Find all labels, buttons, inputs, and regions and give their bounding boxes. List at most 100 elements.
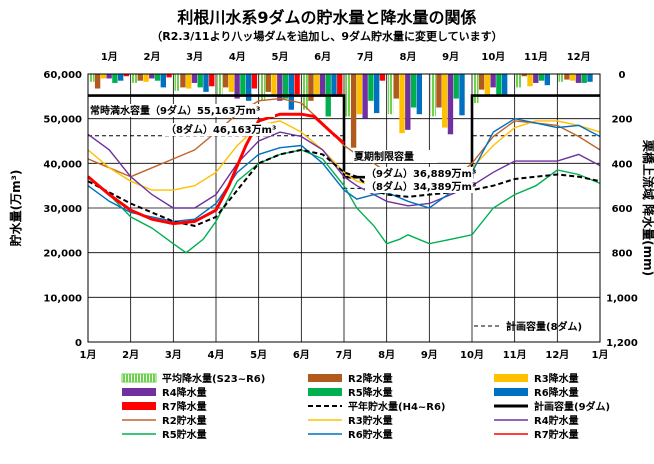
- x-bottom-tick-label: 1月: [592, 349, 609, 361]
- storage-line: [87, 117, 601, 223]
- legend-item: R5貯水量: [122, 428, 207, 441]
- x-bottom-tick-label: 11月: [503, 349, 527, 361]
- legend-item: R4貯水量: [494, 414, 579, 427]
- legend-item: R3貯水量: [308, 414, 393, 427]
- precip-bar: [149, 74, 155, 79]
- legend-item: 平均降水量(S23~R6): [121, 372, 265, 385]
- legend-swatch: [122, 402, 156, 410]
- x-bottom-tick-label: 2月: [122, 349, 139, 361]
- annotation-bg: [353, 150, 437, 163]
- precip-bar: [379, 74, 386, 81]
- legend-item: R4降水量: [122, 386, 207, 399]
- legend-item: R7降水量: [122, 400, 207, 413]
- chart-title: 利根川水系9ダムの貯水量と降水量の関係: [177, 8, 477, 27]
- precip-bar: [350, 74, 357, 148]
- precip-bar: [416, 74, 423, 115]
- precip-bar: [521, 74, 527, 77]
- x-bottom-tick-label: 1月: [80, 349, 97, 361]
- x-top-tick-label: 12月: [567, 51, 591, 63]
- precip-bar: [410, 74, 417, 108]
- precip-bar: [197, 74, 203, 88]
- precip-bar: [436, 74, 442, 108]
- legend-label: R6降水量: [534, 386, 579, 399]
- precip-bar: [166, 74, 172, 78]
- precip-bar: [137, 74, 143, 81]
- legend-item: R7貯水量: [494, 428, 579, 441]
- legend-label: R4貯水量: [534, 414, 579, 427]
- precip-bar: [399, 74, 405, 134]
- x-bottom-tick-label: 10月: [460, 349, 484, 361]
- precip-bar: [490, 74, 496, 88]
- x-top-tick-label: 9月: [442, 51, 459, 63]
- precip-bar: [203, 74, 209, 92]
- y-right-tick-label: 200: [612, 115, 633, 126]
- x-top-tick-label: 6月: [314, 51, 331, 63]
- legend-label: R6貯水量: [348, 428, 393, 441]
- y-left-tick-label: 10,000: [43, 293, 82, 304]
- precip-bar: [362, 74, 368, 119]
- precip-bar: [180, 74, 186, 88]
- precip-bar: [294, 74, 300, 95]
- y-left-tick-label: 20,000: [43, 249, 82, 260]
- precip-bar: [368, 74, 374, 101]
- precip-bar: [345, 74, 351, 117]
- precip-bar: [117, 74, 124, 81]
- legend-label: R2貯水量: [162, 414, 207, 427]
- legend-swatch: [494, 374, 528, 382]
- precip-bar: [277, 74, 283, 101]
- y-left-axis-label: 貯水量(万m³): [8, 170, 23, 247]
- precip-bar: [240, 74, 246, 97]
- x-bottom-tick-label: 8月: [378, 349, 395, 361]
- x-top-tick-label: 3月: [186, 51, 203, 63]
- precip-bar: [459, 74, 465, 116]
- annotations: 常時満水容量（9ダム）55,163万m³ （8ダム）46,163万m³ 夏期制限容量…: [89, 104, 582, 333]
- precip-bar: [100, 74, 107, 79]
- annotation-summer-limit: 夏期制限容量: [353, 150, 414, 163]
- x-top-tick-label: 1月: [101, 51, 118, 63]
- annotation-bg: [365, 167, 473, 180]
- precip-bar: [251, 74, 258, 89]
- precip-bar: [174, 74, 180, 91]
- x-top-tick-label: 10月: [481, 51, 505, 63]
- precip-bar: [234, 74, 240, 99]
- y-left-tick-label: 60,000: [43, 70, 82, 81]
- precip-bar: [501, 74, 508, 97]
- legend-label: R2降水量: [348, 372, 393, 385]
- legend-item: R3降水量: [494, 372, 579, 385]
- precip-bar: [89, 74, 95, 82]
- y-right-tick-label: 400: [612, 159, 633, 170]
- y-left-tick-label: 40,000: [43, 159, 82, 170]
- y-left-tick-label: 30,000: [43, 204, 82, 215]
- precip-bar: [94, 74, 101, 89]
- left-axis: 60,000 50,000 40,000 30,000 20,000 10,000 0 貯水量…: [8, 70, 82, 349]
- storage-line: [87, 131, 601, 209]
- annotation-normal-full-9: 常時満水容量（9ダム）55,163万m³: [90, 104, 260, 117]
- chart-subtitle: （R2.3/11より八ッ場ダムを追加し、9ダム貯水量に変更しています）: [151, 30, 503, 43]
- x-bottom-tick-label: 5月: [250, 349, 267, 361]
- y-right-tick-label: 1,200: [606, 338, 638, 349]
- precip-bar: [538, 74, 545, 81]
- y-left-tick-label: 0: [75, 338, 82, 349]
- legend-swatch: [308, 388, 342, 396]
- x-top-tick-label: 2月: [144, 51, 161, 63]
- legend-item: R6降水量: [494, 386, 579, 399]
- precip-bar: [271, 74, 277, 97]
- precip-bar: [473, 74, 479, 104]
- x-top-tick-label: 5月: [272, 51, 289, 63]
- precip-bar: [217, 74, 223, 97]
- right-axis: 0 200 400 600 800 1,000 1,200 栗橋上流域 降水量(mm): [606, 70, 654, 349]
- legend: 平均降水量(S23~R6) R2降水量 R3降水量 R4降水量 R5降水量 R6降水量 R7…: [121, 372, 610, 441]
- precip-bar: [319, 74, 326, 97]
- storage-line: [87, 149, 601, 254]
- annotation-summer-limit-8: （8ダム）34,389万m³: [366, 180, 476, 193]
- annotation-bg: [89, 104, 275, 117]
- x-top-tick-label: 7月: [357, 51, 374, 63]
- legend-label: R7降水量: [162, 400, 207, 413]
- legend-swatch: [122, 388, 156, 396]
- precip-bar: [106, 74, 112, 79]
- annotation-normal-full-8: （8ダム）46,163万m³: [166, 123, 276, 136]
- precip-bar: [387, 74, 394, 115]
- legend-swatch: [121, 373, 157, 383]
- storage-line: [87, 120, 601, 191]
